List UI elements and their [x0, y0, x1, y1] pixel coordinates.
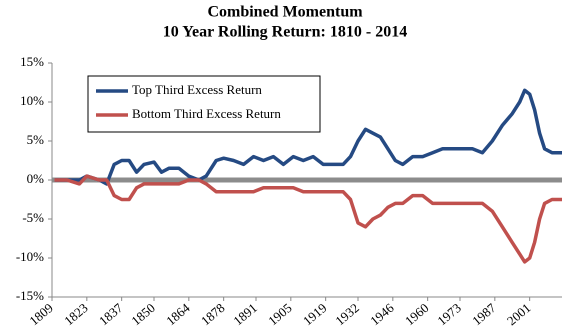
- x-tick-label: 1823: [61, 300, 91, 328]
- chart-title: Combined Momentum: [207, 4, 363, 21]
- x-tick-label: 2001: [504, 300, 534, 328]
- x-tick-label: 1973: [434, 300, 464, 328]
- series-line: [54, 174, 562, 264]
- y-tick-label: 0%: [27, 171, 45, 186]
- x-tick-label: 1850: [128, 300, 158, 328]
- x-tick-label: 1932: [332, 300, 362, 328]
- legend-label: Bottom Third Excess Return: [132, 106, 281, 121]
- y-tick-label: -10%: [16, 249, 44, 264]
- y-tick-label: 10%: [20, 93, 44, 108]
- y-tick-label: 5%: [27, 132, 45, 147]
- x-tick-label: 1919: [300, 300, 330, 328]
- x-tick-label: 1809: [26, 300, 56, 328]
- x-tick-label: 1878: [198, 300, 228, 328]
- x-tick-label: 1946: [367, 300, 397, 329]
- series-line: [54, 88, 562, 186]
- x-tick-label: 1837: [96, 300, 126, 329]
- y-tick-label: -15%: [16, 288, 44, 303]
- legend-label: Top Third Excess Return: [132, 82, 262, 97]
- y-tick-label: -5%: [22, 210, 44, 225]
- x-tick-label: 1905: [265, 300, 295, 328]
- x-tick-label: 1864: [163, 300, 193, 329]
- x-tick-label: 1960: [402, 300, 432, 328]
- chart-subtitle: 10 Year Rolling Return: 1810 - 2014: [163, 24, 407, 41]
- x-tick-label: 1891: [230, 300, 260, 328]
- x-tick-label: 1987: [469, 300, 499, 329]
- y-tick-label: 15%: [20, 54, 44, 69]
- legend-box: [87, 75, 321, 133]
